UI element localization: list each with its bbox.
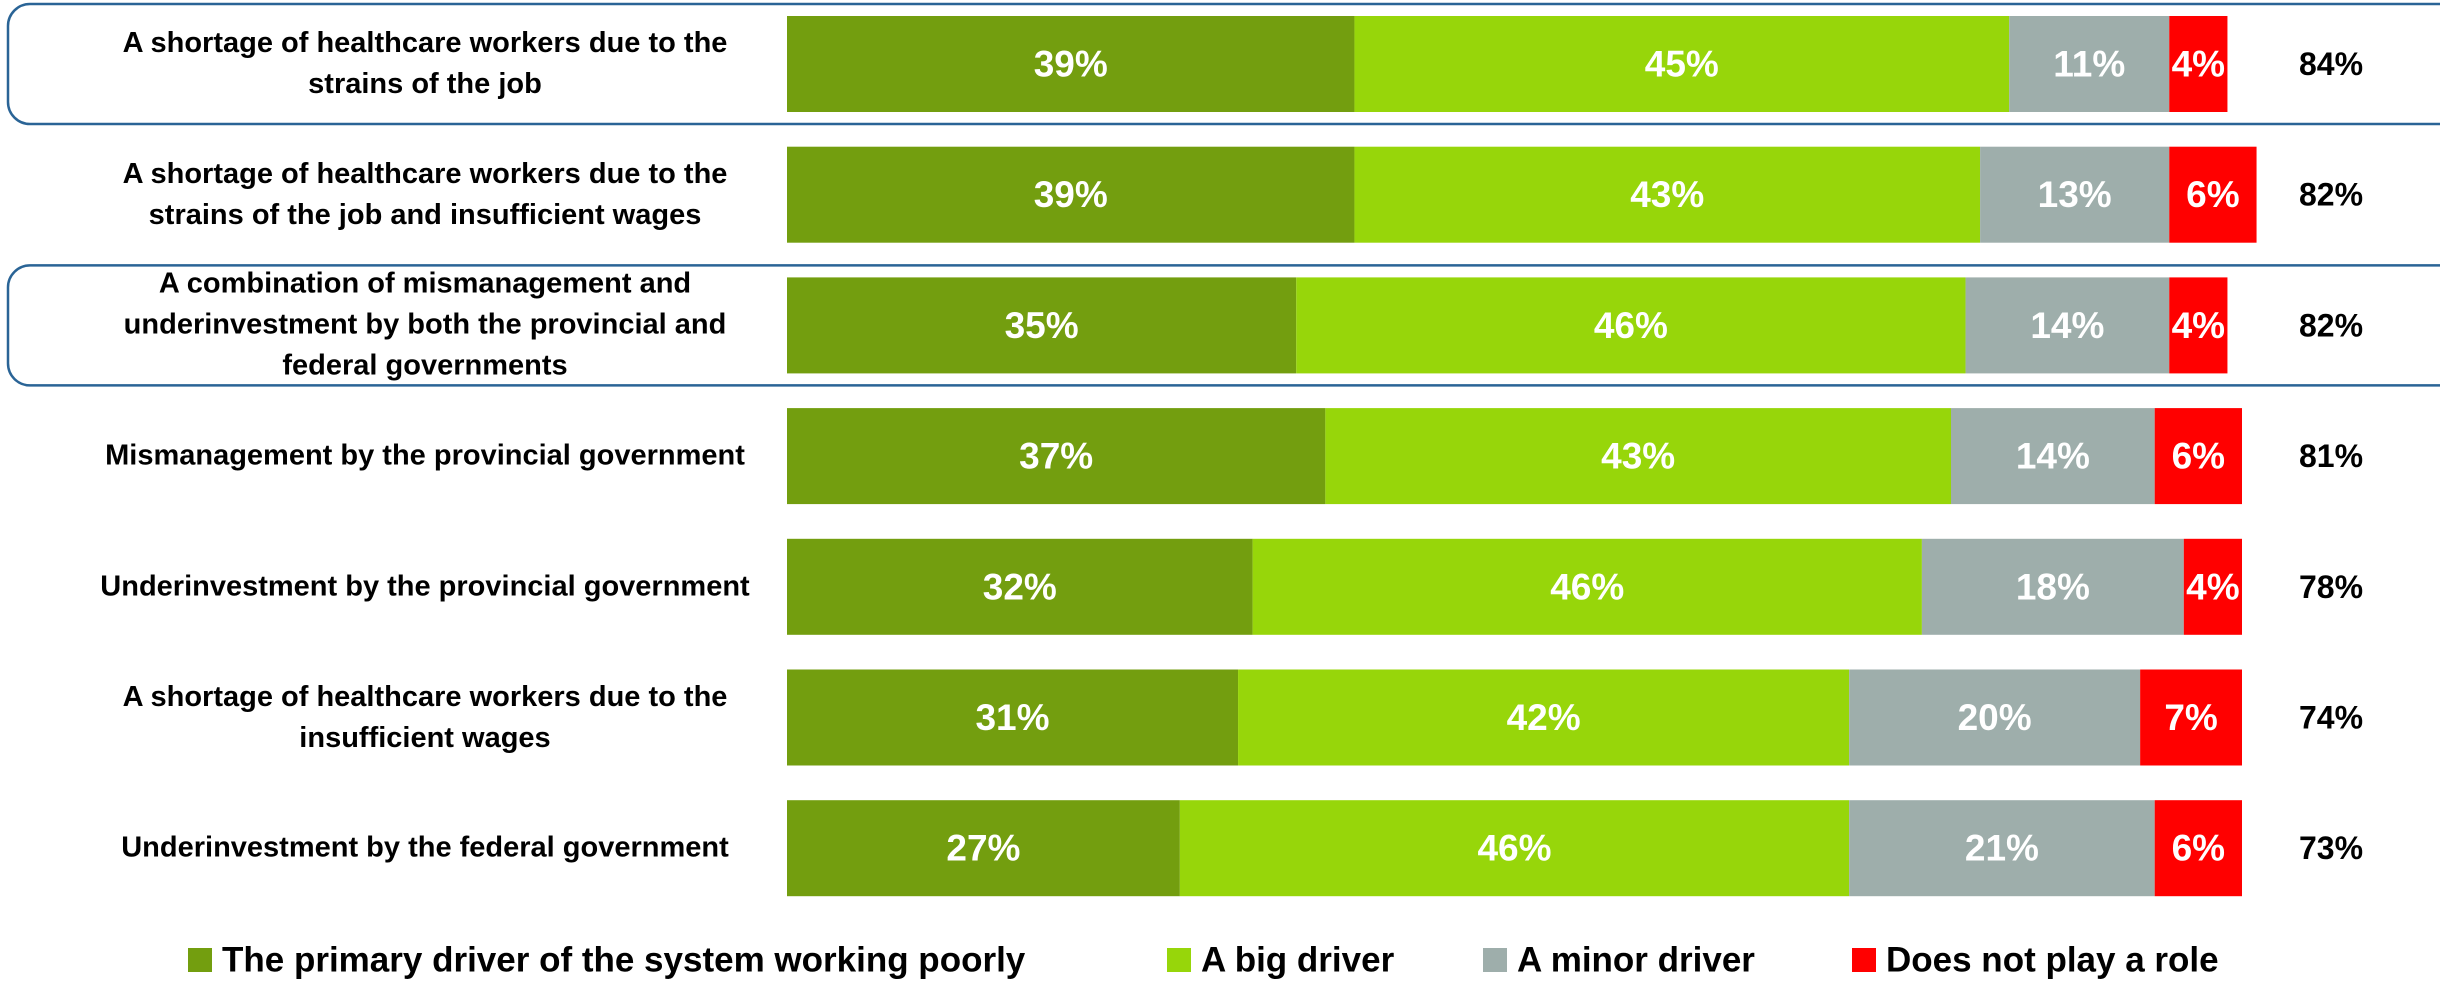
value-label: 6%: [2186, 174, 2239, 215]
value-label: 45%: [1645, 44, 1719, 85]
bar-segment: [1849, 669, 2141, 766]
bar-segment: [2169, 277, 2228, 374]
value-label: 13%: [2038, 174, 2112, 215]
value-label: 4%: [2186, 566, 2239, 607]
highlight-box: [6, 2, 2440, 126]
value-label: 20%: [1958, 697, 2032, 738]
total-label: 74%: [2299, 700, 2363, 736]
bar-segment: [787, 408, 1326, 505]
value-label: 11%: [2053, 44, 2125, 85]
value-label: 31%: [975, 697, 1049, 738]
total-label: 82%: [2299, 177, 2363, 213]
bar-segment: [1252, 538, 1922, 635]
value-label: 4%: [2172, 44, 2225, 85]
bar-segment: [787, 277, 1297, 374]
legend-label: The primary driver of the system working…: [222, 941, 1026, 980]
legend-label: A big driver: [1201, 941, 1395, 980]
total-label: 82%: [2299, 307, 2363, 343]
value-label: 46%: [1477, 828, 1551, 869]
total-label: 73%: [2299, 830, 2363, 866]
bar-segment: [2154, 408, 2242, 505]
bar-segment: [787, 146, 1355, 243]
value-label: 6%: [2172, 828, 2225, 869]
value-label: 39%: [1034, 44, 1108, 85]
value-label: 42%: [1507, 697, 1581, 738]
total-label: 81%: [2299, 438, 2363, 474]
legend-swatch: [1852, 948, 1876, 972]
bar-segment: [1965, 277, 2170, 374]
bar-segment: [2169, 146, 2257, 243]
total-label: 84%: [2299, 46, 2363, 82]
value-label: 6%: [2172, 436, 2225, 477]
bar-segment: [787, 800, 1180, 897]
bar-segment: [2140, 669, 2242, 766]
bar-segment: [1325, 408, 1951, 505]
value-label: 39%: [1034, 174, 1108, 215]
bar-segment: [2183, 538, 2242, 635]
category-label: A shortage of healthcare workers due to …: [122, 157, 728, 231]
value-label: 18%: [2016, 566, 2090, 607]
legend-swatch: [1483, 948, 1507, 972]
value-label: 46%: [1594, 305, 1668, 346]
bar-segment: [1951, 408, 2155, 505]
bar-segment: [787, 538, 1253, 635]
value-label: 37%: [1019, 436, 1093, 477]
legend-label: Does not play a role: [1886, 941, 2219, 980]
category-label: Underinvestment by the provincial govern…: [100, 570, 750, 603]
category-label: A shortage of healthcare workers due to …: [122, 680, 728, 754]
value-label: 4%: [2172, 305, 2225, 346]
value-label: 7%: [2164, 697, 2217, 738]
bar-segment: [1980, 146, 2170, 243]
bar-segment: [2169, 16, 2228, 112]
category-label: Underinvestment by the federal governmen…: [121, 831, 729, 864]
value-label: 14%: [2030, 305, 2104, 346]
category-label: Mismanagement by the provincial governme…: [105, 439, 745, 472]
highlight-box: [6, 264, 2440, 387]
value-label: 35%: [1005, 305, 1079, 346]
value-label: 46%: [1550, 566, 1624, 607]
legend-label: A minor driver: [1517, 941, 1755, 980]
bar-segment: [787, 16, 1355, 112]
bar-segment: [2154, 800, 2242, 897]
bar-segment: [1849, 800, 2155, 897]
legend-swatch: [188, 948, 212, 972]
category-label: A shortage of healthcare workers due to …: [122, 27, 728, 100]
bar-segment: [1296, 277, 1966, 374]
legend-swatch: [1167, 948, 1191, 972]
value-label: 32%: [983, 566, 1057, 607]
bar-segment: [1354, 16, 2010, 112]
category-label: A combination of mismanagement and under…: [123, 267, 727, 382]
total-label: 78%: [2299, 569, 2363, 605]
value-label: 43%: [1601, 436, 1675, 477]
bar-segment: [2009, 16, 2170, 112]
value-label: 21%: [1965, 828, 2039, 869]
bar-segment: [1238, 669, 1850, 766]
value-label: 43%: [1630, 174, 1704, 215]
value-label: 27%: [946, 828, 1020, 869]
value-label: 14%: [2016, 436, 2090, 477]
bar-segment: [1354, 146, 1981, 243]
bar-segment: [1179, 800, 1850, 897]
bar-segment: [787, 669, 1239, 766]
bar-segment: [1921, 538, 2184, 635]
